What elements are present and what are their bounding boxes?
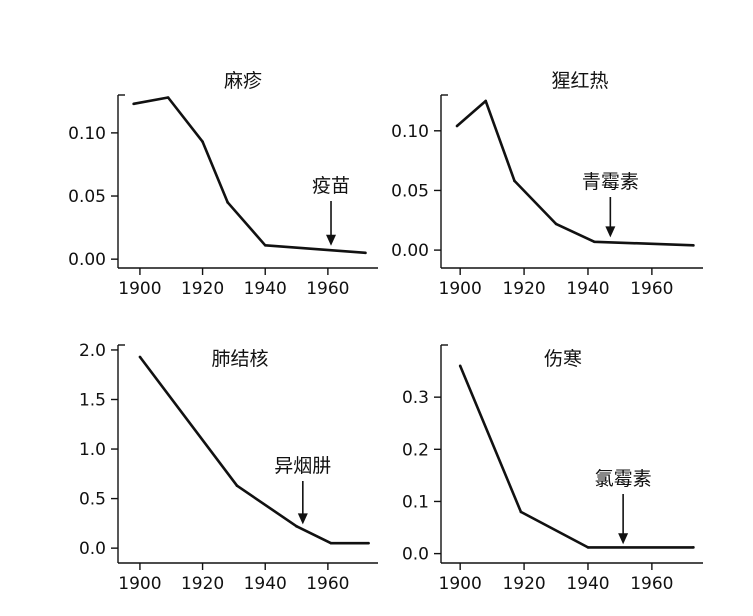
data-point [201,140,204,144]
y-tick-label: 0.2 [402,440,429,460]
y-tick-label: 2.0 [79,341,106,361]
y-tick-label: 0.0 [402,545,429,565]
x-tick-label: 1900 [439,574,482,594]
x-tick-label: 1940 [566,279,609,299]
data-point [513,179,516,183]
panel-title: 伤寒 [544,348,582,370]
data-point [295,525,298,528]
data-point [132,102,135,106]
y-tick-label: 0.3 [402,388,429,408]
y-tick-label: 0.10 [391,122,429,142]
y-tick-label: 0.05 [391,181,429,201]
data-point [554,222,558,226]
annotation-arrow-head [326,234,337,246]
annotation-label: 异烟肼 [274,455,331,477]
y-tick-label: 0.5 [79,490,106,510]
y-tick-label: 0.1 [402,492,429,512]
y-tick-label: 0.05 [68,187,106,207]
data-point [455,124,459,128]
x-tick-label: 1940 [566,574,609,594]
data-point [329,541,333,545]
y-tick-label: 0.0 [79,539,106,559]
y-tick-label: 1.5 [79,391,106,411]
x-tick-label: 1900 [118,574,161,594]
y-tick-label: 0.00 [391,241,429,261]
data-point [458,364,462,368]
data-point [226,201,229,204]
x-tick-label: 1920 [502,574,545,594]
x-tick-label: 1960 [306,574,349,594]
y-tick-label: 0.10 [68,124,106,144]
annotation-label: 氯霉素 [595,468,652,490]
x-tick-label: 1960 [306,279,349,299]
data-point [692,244,695,247]
data-point [138,355,142,359]
data-point [692,546,695,549]
panel-title: 麻疹 [224,70,262,92]
series-line [458,365,694,549]
x-tick-label: 1900 [439,279,482,299]
data-point [364,251,367,255]
data-point [586,546,590,549]
panel-title: 肺结核 [211,348,268,370]
series-line [138,356,369,545]
panel-title: 猩红热 [551,70,608,92]
x-tick-label: 1940 [244,574,287,594]
annotation-label: 疫苗 [312,175,350,197]
annotation-arrow-head [605,226,616,238]
annotation-label: 青霉素 [582,171,639,193]
x-tick-label: 1960 [630,279,673,299]
series-line [456,99,694,247]
data-point [519,510,523,514]
x-tick-label: 1940 [244,279,287,299]
data-point [235,484,239,488]
data-point [367,541,370,545]
x-tick-label: 1920 [502,279,545,299]
y-tick-label: 1.0 [79,440,106,460]
data-point [263,243,267,247]
data-point [593,240,596,244]
data-point [166,96,170,99]
series-line [133,96,366,255]
data-point [484,99,488,103]
annotation-arrow-head [297,513,308,525]
x-tick-label: 1960 [630,574,673,594]
x-tick-label: 1900 [118,279,161,299]
y-tick-label: 0.00 [68,250,106,270]
x-tick-label: 1920 [181,279,224,299]
annotation-arrow-head [618,533,629,545]
x-tick-label: 1920 [181,574,224,594]
